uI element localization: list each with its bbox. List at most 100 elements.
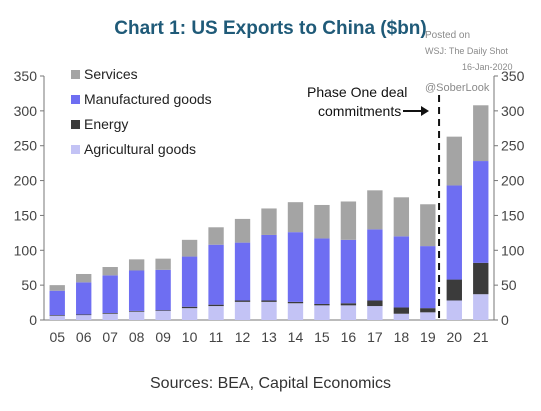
x-tick-label: 21 [473,329,489,345]
legend-swatch [71,120,80,129]
bar-manufactured-goods [340,239,357,304]
bar-manufactured-goods [287,232,304,302]
bar-manufactured-goods [393,236,410,308]
y-tick-label-right: 350 [501,68,525,84]
bar-agricultural-goods [49,315,65,320]
chart-title: Chart 1: US Exports to China ($bn) [114,18,427,39]
bar-services [49,285,65,291]
x-tick-label: 09 [155,329,171,345]
bar-manufactured-goods [420,246,436,309]
bar-manufactured-goods [208,244,224,305]
bar-services [393,197,410,237]
x-tick-label: 20 [447,329,463,345]
bar-energy [367,300,383,307]
bar-agricultural-goods [367,306,383,320]
bar-energy [155,310,171,311]
bar-agricultural-goods [314,305,330,320]
bar-agricultural-goods [473,294,489,320]
bar-agricultural-goods [155,310,171,320]
chart-legend: Services Manufactured goods Energy Agricult… [71,66,212,157]
bar-manufactured-goods [128,270,145,311]
bar-services [420,204,436,247]
x-tick-label: 12 [235,329,251,345]
bar-agricultural-goods [287,303,304,320]
bar-energy [340,303,357,306]
bar-manufactured-goods [446,185,462,280]
y-tick-label-left: 200 [14,173,38,189]
bar-energy [314,303,330,306]
bar-energy [287,301,304,304]
x-tick-label: 05 [49,329,65,345]
bar-services [340,201,357,240]
chart-bars [49,105,489,320]
bar-energy [49,315,65,316]
bar-services [155,258,171,270]
bar-services [287,202,304,233]
x-tick-label: 18 [394,329,410,345]
x-tick-label: 14 [288,329,304,345]
bar-services [208,227,224,245]
y-tick-label-left: 150 [14,207,38,223]
bar-energy [420,308,436,313]
bar-energy [473,262,489,295]
bar-energy [102,313,118,314]
bar-agricultural-goods [76,315,92,320]
bar-manufactured-goods [473,161,489,263]
bar-manufactured-goods [49,290,65,316]
y-tick-label-left: 0 [29,312,37,328]
x-tick-label: 17 [367,329,383,345]
bar-agricultural-goods [261,301,277,320]
phase-one-label-line1: Phase One deal [307,84,407,100]
bar-energy [446,279,462,301]
bar-manufactured-goods [76,282,92,315]
bar-services [234,218,251,243]
y-tick-label-right: 150 [501,207,525,223]
legend-label: Agricultural goods [84,141,196,157]
watermark-date: 16-Jan-2020 [462,62,513,72]
y-tick-label-left: 250 [14,138,38,154]
bar-manufactured-goods [102,275,118,314]
watermark-source: WSJ: The Daily Shot [425,46,508,56]
bar-services [446,136,462,186]
y-tick-label-left: 350 [14,68,38,84]
y-tick-label-right: 300 [501,103,525,119]
x-tick-label: 16 [341,329,357,345]
bar-services [261,208,277,235]
x-tick-label: 08 [129,329,145,345]
y-tick-label-right: 200 [501,173,525,189]
phase-one-label-line2: commitments [318,103,401,119]
bar-agricultural-goods [446,300,462,320]
chart-source: Sources: BEA, Capital Economics [150,375,391,392]
legend-label: Manufactured goods [84,91,212,107]
y-tick-label-right: 250 [501,138,525,154]
bar-energy [208,304,224,307]
watermark-handle: @SoberLook [425,82,490,94]
y-tick-label-left: 300 [14,103,38,119]
watermark-posted: Posted on [425,30,471,41]
x-tick-label: 06 [76,329,92,345]
bar-services [128,259,145,271]
x-tick-label: 07 [102,329,118,345]
bar-agricultural-goods [181,308,198,320]
x-tick-label: 13 [261,329,277,345]
x-tick-label: 19 [420,329,436,345]
bar-manufactured-goods [181,256,198,307]
bar-services [314,204,330,239]
x-tick-label: 10 [182,329,198,345]
bar-agricultural-goods [128,311,145,320]
bar-agricultural-goods [208,306,224,320]
bar-agricultural-goods [393,313,410,320]
bar-services [102,267,118,276]
bar-services [181,239,198,257]
y-tick-label-left: 100 [14,242,38,258]
bar-energy [76,314,92,316]
y-tick-label-left: 50 [21,277,37,293]
x-tick-label: 11 [209,329,224,345]
chart-annotation: Phase One deal commitments [307,84,441,320]
bar-energy [234,300,251,302]
bar-agricultural-goods [420,312,436,320]
bar-agricultural-goods [234,301,251,320]
